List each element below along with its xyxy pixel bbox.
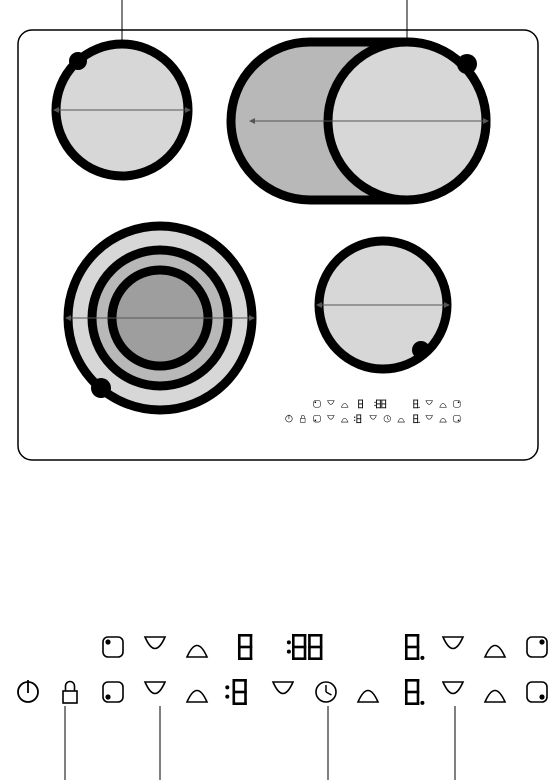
seg1dot-icon — [225, 679, 247, 705]
clock-icon — [316, 682, 336, 702]
zone-ind-icon — [314, 415, 321, 422]
plus-icon — [398, 418, 405, 422]
seg1-icon — [358, 400, 363, 409]
zone-ind-icon — [527, 637, 547, 657]
seg1p-icon — [405, 634, 424, 660]
seg2dot-icon — [287, 634, 323, 660]
seg2dot-icon — [374, 400, 386, 409]
minus-icon — [328, 415, 335, 419]
zone-ind-icon — [103, 637, 123, 657]
seg1dot-icon — [354, 414, 361, 423]
plus-icon — [187, 691, 207, 703]
minus-icon — [443, 682, 463, 694]
minus-icon — [443, 637, 463, 649]
burner-top-left — [56, 30, 188, 176]
plus-icon — [341, 403, 348, 407]
zone-ind-icon — [454, 401, 461, 408]
diagram-canvas — [0, 0, 555, 781]
minus-icon — [328, 401, 335, 405]
seg1p-icon — [405, 679, 424, 705]
lock-icon — [63, 682, 77, 704]
control-panel — [286, 400, 461, 423]
seg1-icon — [238, 634, 252, 660]
control-panel — [18, 634, 547, 780]
plus-icon — [358, 691, 378, 703]
minus-icon — [145, 682, 165, 694]
power-icon — [18, 680, 38, 702]
burner-top-right — [231, 30, 486, 200]
minus-icon — [426, 401, 433, 405]
burner-bottom-right — [319, 241, 447, 369]
minus-icon — [273, 682, 293, 694]
minus-icon — [370, 415, 377, 419]
power-icon — [286, 415, 293, 422]
plus-icon — [440, 418, 447, 422]
plus-icon — [440, 403, 447, 407]
zone-ind-icon — [454, 415, 461, 422]
lock-icon — [300, 415, 305, 422]
seg1p-icon — [413, 414, 419, 423]
burner-bottom-left — [68, 226, 252, 410]
minus-icon — [145, 637, 165, 649]
zone-ind-icon — [314, 401, 321, 408]
plus-icon — [485, 646, 505, 658]
zone-ind-icon — [527, 682, 547, 702]
seg1p-icon — [413, 400, 419, 409]
plus-icon — [187, 646, 207, 658]
minus-icon — [426, 415, 433, 419]
zone-ind-icon — [103, 682, 123, 702]
plus-icon — [341, 418, 348, 422]
plus-icon — [485, 691, 505, 703]
clock-icon — [384, 415, 391, 422]
